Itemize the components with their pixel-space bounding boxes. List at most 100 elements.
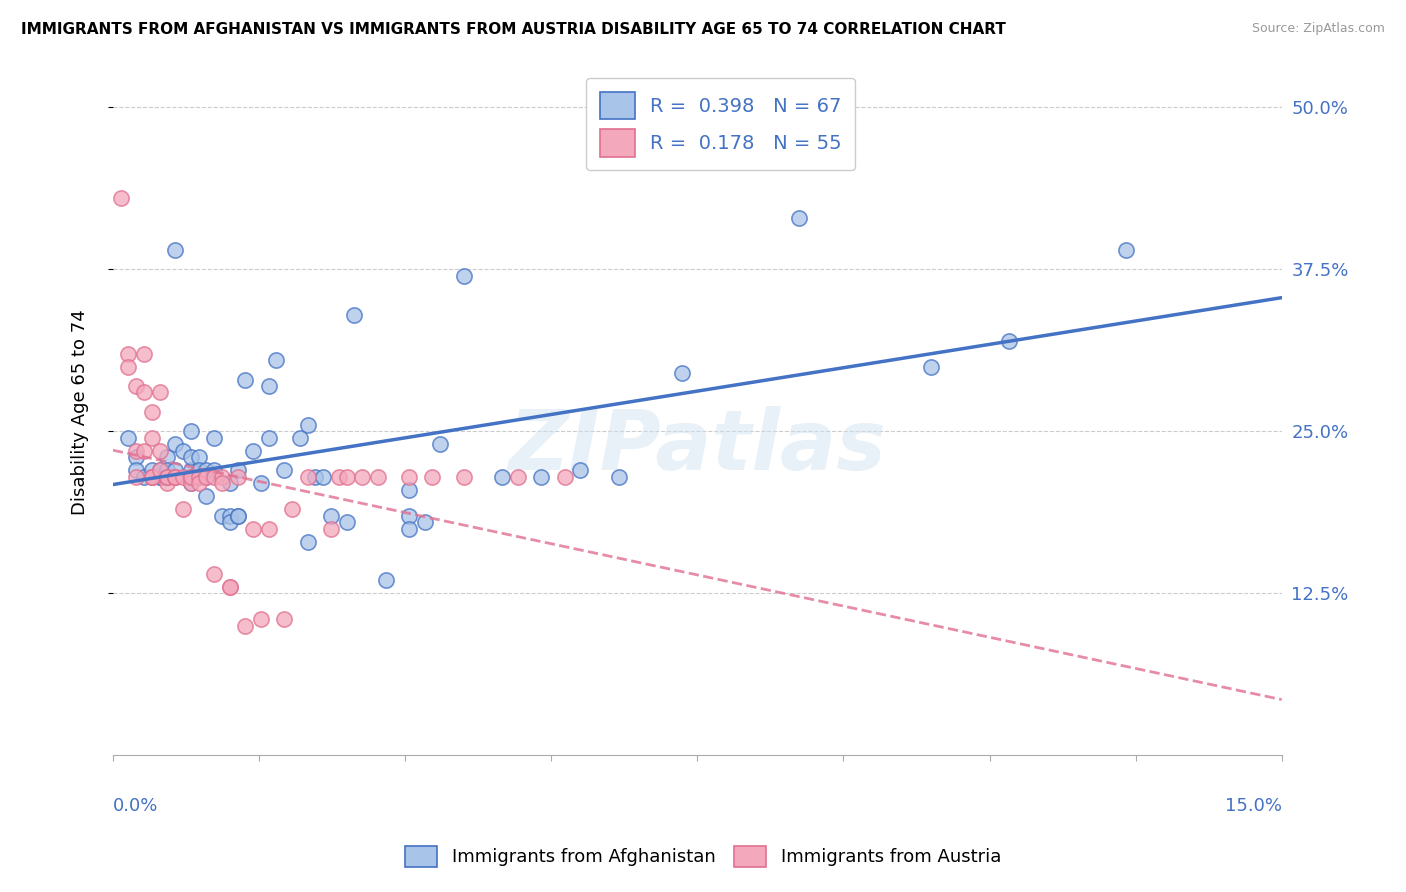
Point <box>165 437 187 451</box>
Point <box>336 515 359 529</box>
Point <box>336 469 359 483</box>
Point <box>156 469 179 483</box>
Point <box>180 469 202 483</box>
Point <box>180 450 202 465</box>
Point <box>156 463 179 477</box>
Point <box>180 469 202 483</box>
Text: 15.0%: 15.0% <box>1225 797 1282 814</box>
Point <box>506 469 529 483</box>
Point <box>141 405 163 419</box>
Point <box>132 443 155 458</box>
Point <box>149 443 172 458</box>
Point <box>187 463 209 477</box>
Legend: R =  0.398   N = 67, R =  0.178   N = 55: R = 0.398 N = 67, R = 0.178 N = 55 <box>586 78 855 170</box>
Point <box>125 463 148 477</box>
Point <box>141 469 163 483</box>
Point <box>195 489 218 503</box>
Point <box>165 463 187 477</box>
Point <box>242 443 264 458</box>
Point <box>453 469 475 483</box>
Point <box>165 469 187 483</box>
Point <box>156 476 179 491</box>
Point <box>328 469 350 483</box>
Point <box>172 469 194 483</box>
Point <box>398 483 420 497</box>
Point <box>273 612 295 626</box>
Point <box>202 566 225 581</box>
Point <box>141 469 163 483</box>
Point <box>149 469 172 483</box>
Point <box>202 463 225 477</box>
Y-axis label: Disability Age 65 to 74: Disability Age 65 to 74 <box>72 309 89 515</box>
Point <box>281 502 304 516</box>
Point <box>257 379 280 393</box>
Point <box>172 502 194 516</box>
Point <box>141 463 163 477</box>
Point <box>343 308 366 322</box>
Point <box>125 469 148 483</box>
Point <box>273 463 295 477</box>
Point <box>180 425 202 439</box>
Point <box>156 450 179 465</box>
Point <box>180 463 202 477</box>
Point <box>374 574 396 588</box>
Legend: Immigrants from Afghanistan, Immigrants from Austria: Immigrants from Afghanistan, Immigrants … <box>398 838 1008 874</box>
Point <box>250 476 273 491</box>
Point <box>226 508 249 523</box>
Point <box>165 243 187 257</box>
Point <box>141 431 163 445</box>
Point <box>187 476 209 491</box>
Point <box>352 469 374 483</box>
Point <box>180 469 202 483</box>
Point <box>218 508 240 523</box>
Point <box>491 469 513 483</box>
Point <box>233 372 256 386</box>
Point <box>141 469 163 483</box>
Point <box>117 346 139 360</box>
Point <box>180 476 202 491</box>
Point <box>297 469 319 483</box>
Point <box>609 469 631 483</box>
Point <box>132 469 155 483</box>
Text: 0.0%: 0.0% <box>112 797 159 814</box>
Point <box>233 619 256 633</box>
Point <box>453 268 475 283</box>
Text: IMMIGRANTS FROM AFGHANISTAN VS IMMIGRANTS FROM AUSTRIA DISABILITY AGE 65 TO 74 C: IMMIGRANTS FROM AFGHANISTAN VS IMMIGRANT… <box>21 22 1005 37</box>
Point <box>288 431 311 445</box>
Point <box>218 580 240 594</box>
Point <box>195 469 218 483</box>
Point <box>149 469 172 483</box>
Point <box>367 469 389 483</box>
Point <box>218 476 240 491</box>
Point <box>165 469 187 483</box>
Point <box>156 469 179 483</box>
Point <box>429 437 451 451</box>
Point <box>117 359 139 374</box>
Point <box>132 346 155 360</box>
Point <box>398 522 420 536</box>
Point <box>257 431 280 445</box>
Point <box>398 508 420 523</box>
Point <box>297 534 319 549</box>
Point <box>187 469 209 483</box>
Point <box>141 469 163 483</box>
Point <box>211 476 233 491</box>
Text: ZIPatlas: ZIPatlas <box>509 406 886 487</box>
Point <box>671 366 693 380</box>
Point <box>226 463 249 477</box>
Point <box>165 469 187 483</box>
Point <box>117 431 139 445</box>
Point <box>297 417 319 432</box>
Point <box>218 580 240 594</box>
Point <box>304 469 326 483</box>
Point <box>156 469 179 483</box>
Point <box>187 450 209 465</box>
Point <box>195 469 218 483</box>
Point <box>125 379 148 393</box>
Point <box>125 443 148 458</box>
Point <box>211 508 233 523</box>
Point <box>226 469 249 483</box>
Point <box>266 353 288 368</box>
Point <box>312 469 335 483</box>
Point <box>211 469 233 483</box>
